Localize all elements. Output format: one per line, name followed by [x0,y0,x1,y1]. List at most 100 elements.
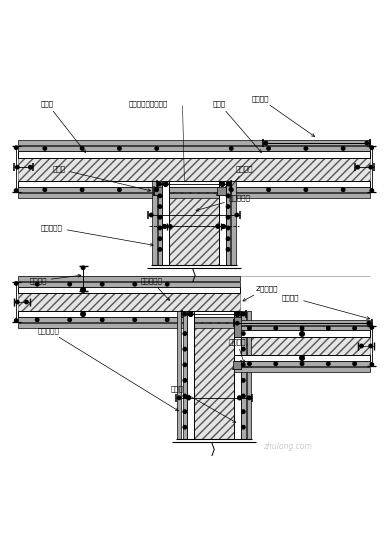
Circle shape [242,379,245,382]
Circle shape [158,237,162,240]
Bar [18,282,240,287]
Circle shape [166,282,169,286]
Circle shape [341,188,345,192]
Circle shape [35,282,39,286]
Circle shape [43,147,47,150]
Circle shape [356,165,359,169]
Bar [18,151,370,157]
Text: 混凝土墙体: 混凝土墙体 [196,195,250,211]
Bar [18,287,240,293]
Circle shape [304,188,308,192]
Text: 角模栓检: 角模栓检 [229,166,254,190]
Text: zhulong.com: zhulong.com [263,442,312,451]
Circle shape [222,225,225,228]
Circle shape [177,396,181,399]
Circle shape [242,332,245,335]
Bar [18,193,370,198]
Bar [241,311,246,438]
Bar [182,311,187,438]
Bar [233,361,241,369]
Bar [234,354,370,361]
Bar [152,180,156,265]
Text: 混凝土墙体: 混凝土墙体 [140,277,170,300]
Circle shape [81,288,85,292]
Circle shape [80,147,84,150]
Circle shape [304,147,308,150]
Circle shape [353,326,356,330]
Circle shape [80,188,84,192]
Circle shape [365,141,369,145]
Circle shape [267,147,270,150]
Bar [18,180,370,188]
Bar [234,330,370,337]
Bar [226,180,230,265]
Circle shape [242,394,245,398]
Circle shape [183,379,187,382]
Circle shape [370,363,374,366]
Circle shape [353,362,356,366]
Circle shape [242,312,245,316]
Text: 大模板: 大模板 [41,101,86,152]
Circle shape [14,319,18,322]
Circle shape [267,188,270,192]
Circle shape [158,216,162,219]
Circle shape [264,141,268,145]
Circle shape [100,318,104,321]
Circle shape [149,213,153,217]
Text: 穿墙螺栓: 穿墙螺栓 [251,95,315,137]
Bar [18,276,240,281]
Bar [234,320,370,325]
Circle shape [188,312,193,316]
Circle shape [327,326,330,330]
Circle shape [327,362,330,366]
Text: 丁字墙模板螺栓连接: 丁字墙模板螺栓连接 [129,101,168,108]
Circle shape [158,183,161,186]
Bar [247,311,251,438]
Bar [162,180,169,265]
Circle shape [155,147,158,150]
Circle shape [14,282,18,285]
Circle shape [370,326,374,329]
Circle shape [230,147,233,150]
Circle shape [242,363,245,366]
Circle shape [235,213,239,217]
Circle shape [341,147,345,150]
Circle shape [183,363,187,366]
Text: 焊接连接: 焊接连接 [29,274,81,284]
Bar [194,311,234,438]
Circle shape [68,318,71,321]
Circle shape [226,226,230,230]
Circle shape [300,332,304,336]
Circle shape [14,146,18,150]
Bar [187,311,194,438]
Circle shape [300,362,304,366]
Circle shape [183,394,187,398]
Circle shape [163,225,166,228]
Circle shape [370,189,374,192]
Circle shape [226,194,230,198]
Bar [18,188,370,192]
Circle shape [367,321,371,325]
Circle shape [226,237,230,240]
Circle shape [16,165,19,169]
Bar [18,318,240,322]
Circle shape [370,146,374,150]
Bar [234,367,370,372]
Bar [18,141,370,145]
Circle shape [118,147,121,150]
Text: Z字型角模: Z字型角模 [243,285,278,301]
Circle shape [369,165,372,169]
Bar [18,293,240,311]
Circle shape [81,287,85,291]
Bar [234,311,241,337]
Bar [154,186,162,195]
Bar [219,180,226,265]
Text: 大模板背楞: 大模板背楞 [37,327,178,411]
Circle shape [248,396,251,399]
Bar [234,311,240,318]
Bar [158,180,162,265]
Circle shape [237,396,241,400]
Bar [234,337,370,354]
Circle shape [274,326,277,330]
Circle shape [81,266,85,269]
